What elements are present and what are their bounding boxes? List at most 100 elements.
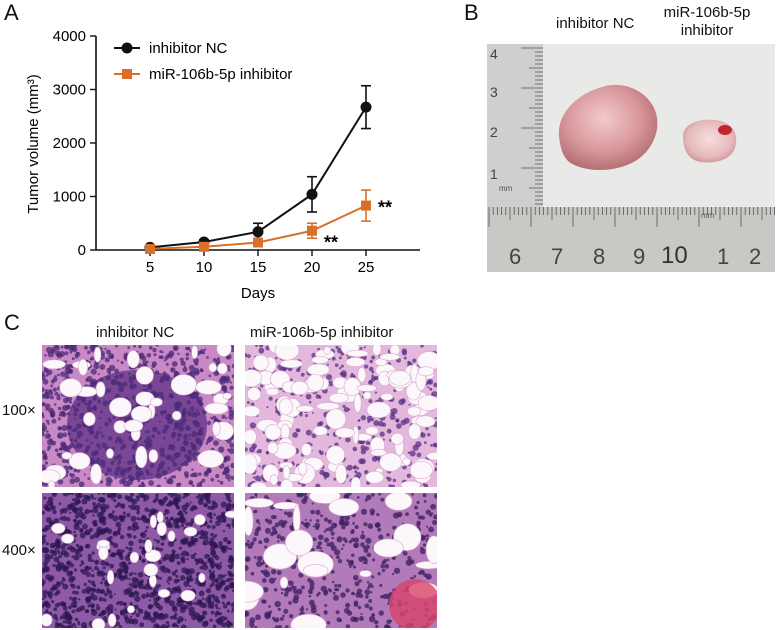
cell-nucleus (368, 599, 373, 603)
cell-nucleus (114, 440, 118, 444)
cell-nucleus (309, 585, 315, 591)
cell-nucleus (85, 378, 89, 382)
cell-nucleus (144, 444, 150, 450)
cell-nucleus (133, 345, 136, 348)
cell-nucleus (301, 493, 308, 497)
cell-nucleus (348, 540, 352, 544)
cell-nucleus (65, 458, 71, 464)
cell-nucleus (127, 346, 131, 349)
cell-nucleus (168, 624, 171, 627)
cell-nucleus (220, 501, 228, 508)
cell-nucleus (268, 396, 273, 401)
alveolar-space (180, 589, 196, 602)
cell-nucleus (309, 581, 315, 587)
cell-nucleus (180, 462, 184, 466)
cell-nucleus (316, 544, 321, 550)
cell-nucleus (354, 581, 360, 587)
cell-nucleus (75, 550, 79, 553)
cell-nucleus (83, 473, 86, 476)
cell-nucleus (134, 385, 137, 388)
cell-nucleus (118, 600, 124, 606)
cell-nucleus (206, 356, 209, 359)
cell-nucleus (131, 576, 138, 583)
cell-nucleus (282, 614, 285, 618)
alveolar-space (149, 514, 157, 529)
alveolar-space (245, 506, 254, 536)
cell-nucleus (231, 521, 234, 526)
cell-nucleus (210, 532, 214, 537)
alveolar-space (109, 397, 132, 418)
cell-nucleus (66, 625, 71, 628)
cell-nucleus (216, 610, 219, 614)
cell-nucleus (264, 545, 268, 549)
cell-nucleus (56, 452, 61, 457)
cell-nucleus (44, 461, 49, 465)
cell-nucleus (229, 409, 232, 412)
cell-nucleus (189, 474, 193, 477)
alveolar-space (273, 501, 300, 510)
cell-nucleus (393, 567, 401, 574)
cell-nucleus (193, 601, 196, 605)
cell-nucleus (73, 568, 78, 572)
cell-nucleus (45, 542, 50, 546)
cell-nucleus (392, 512, 400, 519)
alveolar-space (68, 452, 91, 470)
cell-nucleus (151, 363, 156, 369)
cell-nucleus (127, 533, 130, 537)
cell-nucleus (368, 366, 374, 372)
cell-nucleus (130, 477, 134, 482)
histology-inhibitor-400x (245, 493, 437, 628)
alveolar-space (42, 359, 66, 370)
alveolar-space (301, 443, 312, 457)
cell-nucleus (165, 377, 170, 382)
cell-nucleus (351, 372, 354, 375)
cell-nucleus (144, 610, 148, 615)
cell-nucleus (405, 512, 409, 517)
cell-nucleus (310, 509, 315, 515)
cell-nucleus (159, 613, 166, 621)
cell-nucleus (77, 519, 83, 525)
cell-nucleus (71, 555, 74, 558)
cell-nucleus (117, 460, 122, 464)
cell-nucleus (127, 505, 131, 508)
cell-nucleus (144, 430, 147, 434)
cell-nucleus (173, 346, 178, 351)
cell-nucleus (368, 379, 373, 384)
cell-nucleus (210, 542, 217, 549)
cell-nucleus (254, 626, 258, 628)
cell-nucleus (94, 519, 98, 523)
cell-nucleus (338, 519, 345, 526)
histology-col-label-nc: inhibitor NC (96, 324, 175, 341)
cell-nucleus (137, 470, 144, 477)
cell-nucleus (270, 515, 275, 520)
cell-nucleus (42, 414, 45, 419)
cell-nucleus (371, 374, 374, 378)
cell-nucleus (42, 433, 45, 437)
horizontal-ruler (487, 207, 775, 272)
cell-nucleus (380, 594, 384, 599)
cell-nucleus (343, 493, 350, 500)
cell-nucleus (249, 617, 256, 624)
cell-nucleus (337, 583, 342, 588)
alveolar-space (107, 613, 117, 627)
cell-nucleus (166, 580, 169, 583)
cell-nucleus (375, 625, 379, 628)
cell-nucleus (263, 537, 270, 544)
cell-nucleus (188, 584, 192, 588)
alveolar-space (91, 618, 106, 628)
cell-nucleus (124, 617, 132, 624)
cell-nucleus (99, 363, 106, 370)
cell-nucleus (67, 445, 72, 450)
cell-nucleus (230, 610, 234, 614)
cell-nucleus (72, 427, 78, 433)
cell-nucleus (105, 375, 111, 381)
alveolar-space (195, 379, 222, 395)
cell-nucleus (342, 543, 345, 547)
cell-nucleus (167, 466, 171, 470)
cell-nucleus (111, 510, 115, 514)
cell-nucleus (168, 600, 175, 607)
tumor-photo: 4 3 2 1 mm 6 7 8 9 10 1 2 mm (487, 44, 775, 272)
cell-nucleus (360, 612, 363, 616)
cell-nucleus (366, 415, 373, 422)
cell-nucleus (255, 560, 263, 568)
